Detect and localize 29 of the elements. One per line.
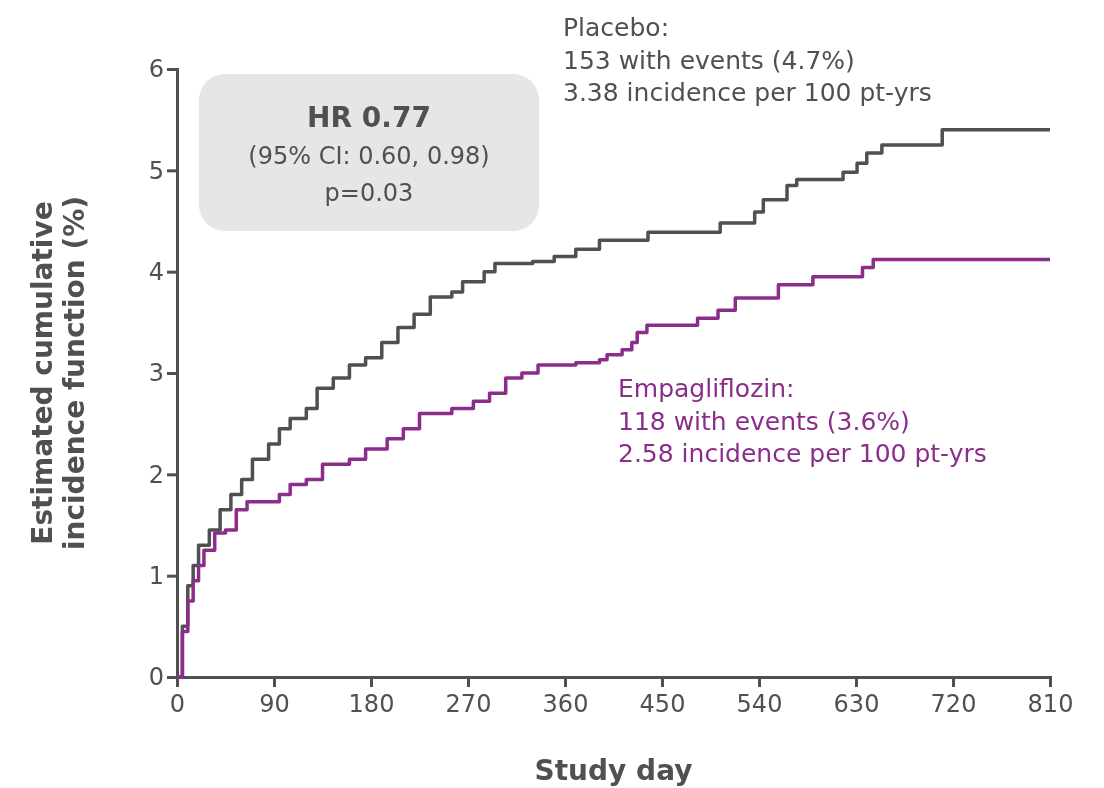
y-tick-label: 1: [148, 561, 164, 590]
x-tick-label: 90: [259, 689, 290, 718]
x-tick-label: 450: [639, 689, 686, 718]
y-tick-label: 2: [148, 460, 164, 489]
x-tick-label: 540: [736, 689, 783, 718]
text: Placebo:: [563, 13, 670, 42]
x-tick-label: 630: [833, 689, 880, 718]
x-tick-label: 360: [542, 689, 589, 718]
annotation: HR 0.77: [307, 101, 431, 134]
y-tick-label: 3: [148, 359, 164, 388]
y-tick-label: 0: [148, 663, 164, 692]
y-axis-title: Estimated cumulative incidence function (%): [26, 195, 92, 551]
annotation: (95% CI: 0.60, 0.98): [248, 142, 490, 170]
annotation: 3.38 incidence per 100 pt-yrs: [563, 78, 932, 107]
x-tick-label: 180: [348, 689, 395, 718]
x-axis-title: Study day: [534, 754, 693, 787]
annotation: p=0.03: [324, 179, 414, 207]
y-tick-label: 4: [148, 257, 164, 286]
y-tick-label: 5: [148, 156, 164, 185]
x-tick-label: 810: [1027, 689, 1074, 718]
y-tick-label: 6: [148, 55, 164, 84]
annotation: 2.58 incidence per 100 pt-yrs: [618, 439, 987, 468]
x-tick-label: 0: [169, 689, 186, 718]
annotation: 153 with events (4.7%): [563, 45, 855, 75]
x-tick-label: 270: [445, 689, 492, 718]
series-label: Empagliflozin:: [618, 374, 795, 403]
hazard-ratio-box: HR 0.77 (95% CI: 0.60, 0.98) p=0.03: [199, 74, 539, 231]
annotation: 118 with events (3.6%): [618, 406, 910, 436]
x-tick-label: 720: [930, 689, 977, 718]
